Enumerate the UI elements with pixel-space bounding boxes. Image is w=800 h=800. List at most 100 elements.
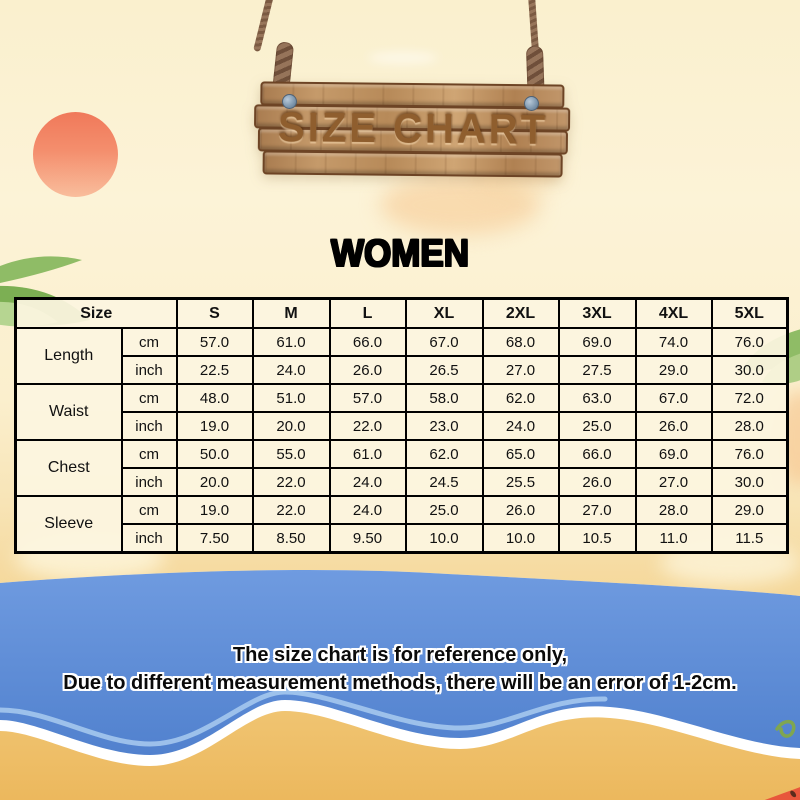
cell: 23.0: [404, 411, 484, 441]
cell: 26.0: [557, 467, 637, 497]
cell: 10.0: [481, 523, 560, 554]
ocean-wave-graphic: [0, 569, 800, 766]
cell: 25.5: [481, 467, 560, 497]
watermelon-stem-icon: [775, 719, 796, 738]
col-header: M: [251, 297, 331, 329]
cell: 27.5: [557, 355, 637, 385]
sun-icon: [33, 112, 118, 197]
table-header-row: Size S M L XL 2XL 3XL 4XL 5XL: [14, 297, 789, 329]
table-row: inch 22.5 24.0 26.0 26.5 27.0 27.5 29.0 …: [16, 355, 789, 385]
cell: 62.0: [404, 439, 484, 469]
cell: 20.0: [251, 411, 331, 441]
cell: 67.0: [634, 383, 713, 413]
col-header: 2XL: [481, 297, 560, 329]
unit-label: cm: [120, 383, 178, 413]
cell: 28.0: [634, 495, 713, 525]
cloud-blob: [368, 52, 438, 64]
sign-plank: [262, 150, 563, 178]
unit-label: inch: [120, 523, 178, 554]
unit-label: cm: [120, 327, 178, 357]
cell: 26.5: [404, 355, 484, 385]
cell: 51.0: [251, 383, 331, 413]
table-row: Chest cm 50.0 55.0 61.0 62.0 65.0 66.0 6…: [14, 439, 789, 497]
cell: 24.5: [404, 467, 484, 497]
cell: 58.0: [404, 383, 484, 413]
cell: 63.0: [557, 383, 637, 413]
cell: 65.0: [481, 439, 560, 469]
col-header: XL: [404, 297, 484, 329]
unit-label: inch: [120, 411, 178, 441]
cell: 57.0: [328, 383, 407, 413]
table-row: Waist cm 48.0 51.0 57.0 58.0 62.0 63.0 6…: [14, 383, 789, 441]
cell: 24.0: [481, 411, 560, 441]
cell: 29.0: [710, 495, 789, 525]
cell: 27.0: [557, 495, 637, 525]
table-row: Length cm 57.0 61.0 66.0 67.0 68.0 69.0 …: [14, 327, 789, 385]
row-label: Sleeve: [14, 495, 123, 554]
cell: 10.5: [557, 523, 637, 554]
rope-left-icon: [253, 0, 274, 53]
cell: 25.0: [557, 411, 637, 441]
cell: 8.50: [251, 523, 331, 554]
row-label: Chest: [14, 439, 123, 497]
cell: 19.0: [175, 495, 254, 525]
cell: 66.0: [328, 327, 407, 357]
cell: 24.0: [328, 495, 407, 525]
cell: 22.0: [328, 411, 407, 441]
cell: 11.5: [710, 523, 789, 554]
disclaimer-line-1: The size chart is for reference only,: [232, 644, 568, 666]
cell: 28.0: [710, 411, 789, 441]
page-title: WOMEN: [330, 232, 470, 275]
col-header: S: [175, 297, 254, 329]
cell: 22.5: [175, 355, 254, 385]
table-row: Sleeve cm 19.0 22.0 24.0 25.0 26.0 27.0 …: [14, 495, 789, 554]
col-header: 4XL: [634, 297, 713, 329]
cell: 24.0: [251, 355, 331, 385]
cell: 11.0: [634, 523, 713, 554]
cell: 74.0: [634, 327, 713, 357]
table-row: inch 20.0 22.0 24.0 24.5 25.5 26.0 27.0 …: [16, 467, 789, 497]
cell: 27.0: [634, 467, 713, 497]
cell: 22.0: [251, 495, 331, 525]
disclaimer-line-2: Due to different measurement methods, th…: [63, 672, 737, 694]
cell: 61.0: [328, 439, 407, 469]
cell: 62.0: [481, 383, 560, 413]
col-header: 5XL: [710, 297, 789, 329]
cell: 29.0: [634, 355, 713, 385]
cell: 68.0: [481, 327, 560, 357]
cell: 22.0: [251, 467, 331, 497]
cell: 48.0: [175, 383, 254, 413]
cell: 72.0: [710, 383, 789, 413]
water-body: [0, 569, 800, 755]
cell: 25.0: [404, 495, 484, 525]
row-label: Waist: [14, 383, 123, 441]
cell: 24.0: [328, 467, 407, 497]
cell: 27.0: [481, 355, 560, 385]
cell: 30.0: [710, 467, 789, 497]
cell: 67.0: [404, 327, 484, 357]
table-row: inch 19.0 20.0 22.0 23.0 24.0 25.0 26.0 …: [16, 411, 789, 441]
cell: 7.50: [175, 523, 254, 554]
cell: 26.0: [328, 355, 407, 385]
water-highlight: [0, 689, 608, 747]
cell: 69.0: [557, 327, 637, 357]
unit-label: inch: [120, 467, 178, 497]
cell: 10.0: [404, 523, 484, 554]
cell: 9.50: [328, 523, 407, 554]
size-chart-table: Size S M L XL 2XL 3XL 4XL 5XL Length cm …: [14, 297, 790, 554]
cell: 66.0: [557, 439, 637, 469]
table-row: inch 7.50 8.50 9.50 10.0 10.0 10.5 11.0 …: [16, 523, 789, 554]
cell: 26.0: [481, 495, 560, 525]
col-header: L: [328, 297, 407, 329]
unit-label: inch: [120, 355, 178, 385]
cell: 76.0: [710, 327, 789, 357]
cell: 26.0: [634, 411, 713, 441]
sign-title: SIZE CHART: [277, 104, 549, 154]
cell: 61.0: [251, 327, 331, 357]
unit-label: cm: [120, 439, 178, 469]
cell: 55.0: [251, 439, 331, 469]
cell: 50.0: [175, 439, 254, 469]
wooden-sign: SIZE CHART: [254, 81, 571, 179]
row-label: Length: [14, 327, 123, 385]
cell: 19.0: [175, 411, 254, 441]
